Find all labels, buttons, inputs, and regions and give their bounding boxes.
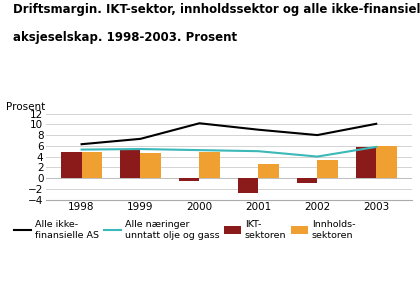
Bar [356, 147, 376, 178]
Bar [81, 152, 102, 178]
Text: Driftsmargin. IKT-sektor, innholdssektor og alle ikke-finansielle: Driftsmargin. IKT-sektor, innholdssektor… [13, 3, 420, 16]
Bar [297, 178, 317, 183]
Bar [238, 178, 258, 192]
Bar [376, 146, 397, 178]
Text: Prosent: Prosent [6, 102, 45, 112]
Bar [200, 152, 220, 178]
Bar [258, 164, 279, 178]
Bar [61, 152, 81, 178]
Bar [317, 160, 338, 178]
Bar [120, 150, 141, 178]
Text: aksjeselskap. 1998-2003. Prosent: aksjeselskap. 1998-2003. Prosent [13, 31, 237, 44]
Bar [179, 178, 199, 181]
Bar [141, 153, 161, 178]
Legend: Alle ikke-
finansielle AS, Alle næringer
unntatt olje og gass, IKT-
sektoren, In: Alle ikke- finansielle AS, Alle næringer… [14, 220, 355, 239]
